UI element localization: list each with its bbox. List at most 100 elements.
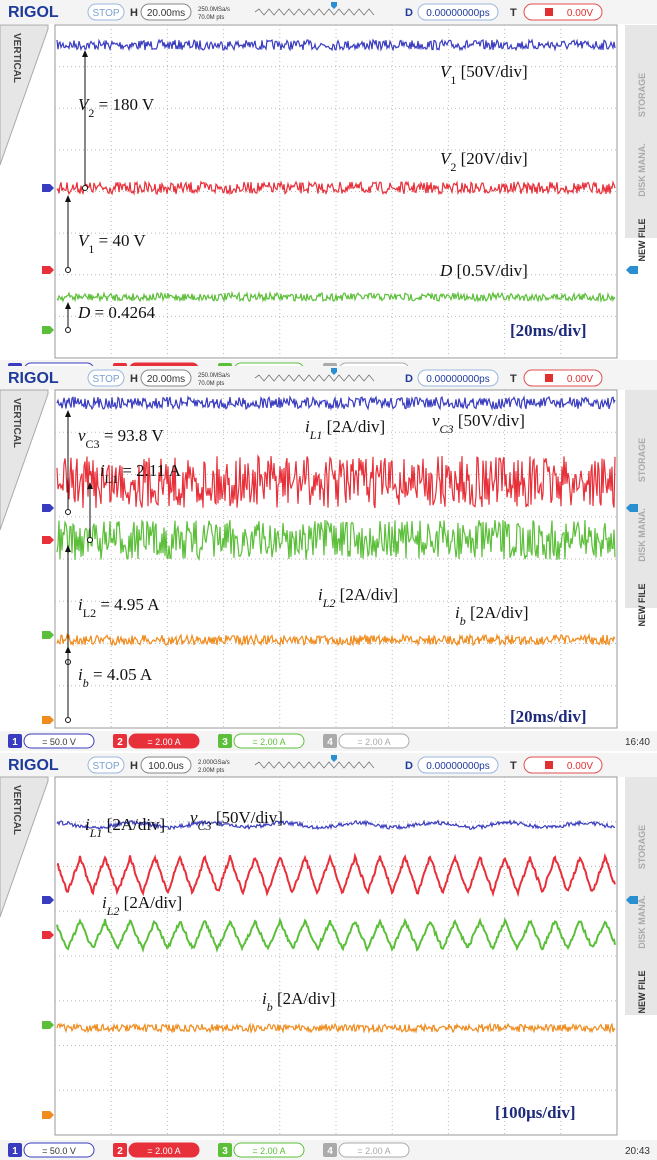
channel-marker [42, 1021, 54, 1029]
trigger-icon [545, 8, 553, 16]
sample-rate: 2.000GSa/s [198, 760, 230, 766]
annotation-part: C3 [86, 437, 100, 451]
left-tab-label: VERTICAL [11, 398, 22, 448]
arrow-tail [66, 328, 71, 333]
annotation-part: D [439, 261, 453, 280]
channel-marker [42, 896, 54, 904]
annotation-part: [50V/div] [456, 62, 527, 81]
trigger-icon [545, 374, 553, 382]
right-tab-label: NEW FILE [637, 584, 647, 627]
timescale: [20ms/div] [510, 321, 587, 340]
annotation-part: [0.5V/div] [452, 261, 528, 280]
right-tab-label: DISK MANA. [637, 508, 647, 562]
timescale: [100μs/div] [495, 1103, 575, 1122]
trigger-level: 0.00V [567, 374, 593, 385]
channel-marker [42, 931, 54, 939]
channel-number: 3 [222, 737, 228, 748]
channel-marker [42, 631, 54, 639]
arrow-tail [66, 718, 71, 723]
annotation-part: = 93.8 V [100, 426, 165, 445]
arrow-tail [66, 510, 71, 515]
h-label: H [130, 760, 138, 772]
timebase: 20.00ms [147, 8, 185, 19]
channel-number: 1 [12, 1146, 18, 1157]
run-state: STOP [92, 374, 119, 385]
t-label: T [510, 373, 517, 385]
channel-scale: = 2.00 A [357, 737, 390, 747]
annotation-part: = 40 V [94, 231, 146, 250]
annotation-part: L2 [83, 606, 96, 620]
annotation-part: [50V/div] [454, 411, 525, 430]
right-tab [625, 390, 657, 608]
annotation-part: = 0.4264 [90, 303, 155, 322]
right-tab-label: STORAGE [637, 825, 647, 869]
channel-marker [42, 716, 54, 724]
channel-scale: = 2.00 A [252, 1146, 285, 1156]
annotation-part: L1 [309, 428, 323, 442]
annotation-part: D [77, 303, 91, 322]
channel-number: 2 [117, 737, 123, 748]
channel-number: 1 [12, 737, 18, 748]
d-label: D [405, 373, 413, 385]
channel-scale: = 2.00 A [252, 737, 285, 747]
annotation-part: [2A/div] [322, 417, 385, 436]
channel-number: 4 [327, 1146, 333, 1157]
annotation-part: [20V/div] [456, 149, 527, 168]
d-label: D [405, 7, 413, 19]
trigger-level: 0.00V [567, 8, 593, 19]
channel-number: 3 [222, 1146, 228, 1157]
right-tab-label: DISK MANA. [637, 895, 647, 949]
channel-marker [42, 184, 54, 192]
annotation-part: [2A/div] [102, 815, 165, 834]
arrow-tail [66, 268, 71, 273]
channel-scale: = 2.00 A [357, 1146, 390, 1156]
channel-scale: = 2.00 A [147, 1146, 180, 1156]
channel-number: 2 [117, 1146, 123, 1157]
channel-scale: = 50.0 V [42, 1146, 76, 1156]
clock: 20:43 [625, 1146, 650, 1157]
trigger-icon [545, 761, 553, 769]
run-state: STOP [92, 761, 119, 772]
left-tab [0, 390, 48, 530]
annotation-part: C3 [198, 819, 212, 833]
h-label: H [130, 373, 138, 385]
t-label: T [510, 760, 517, 772]
left-tab [0, 777, 48, 917]
left-tab [0, 25, 48, 165]
channel-marker [42, 536, 54, 544]
run-state: STOP [92, 8, 119, 19]
annotation-part: = 2.11 A [118, 461, 182, 480]
scope-panel: RIGOLSTOPH20.00ms250.0MSa/s70.0M ptsD0.0… [0, 366, 657, 751]
channel-scale: = 2.00 A [147, 737, 180, 747]
channel-marker [42, 504, 54, 512]
channel-marker [42, 1111, 54, 1119]
annotation-part: L2 [106, 904, 120, 918]
d-label: D [405, 760, 413, 772]
brand: RIGOL [8, 4, 59, 21]
right-tab [625, 25, 657, 238]
right-tab-label: STORAGE [637, 73, 647, 117]
channel-number: 4 [327, 737, 333, 748]
sample-rate: 250.0MSa/s [198, 7, 230, 13]
right-tab-label: NEW FILE [637, 971, 647, 1014]
channel-marker [42, 266, 54, 274]
channel-scale: = 50.0 V [42, 737, 76, 747]
left-tab-label: VERTICAL [11, 785, 22, 835]
brand: RIGOL [8, 757, 59, 774]
memory-depth: 70.0M pts [198, 381, 224, 387]
annotation-part: L1 [89, 826, 103, 840]
sample-rate: 250.0MSa/s [198, 373, 230, 379]
oscilloscope-screenshots: RIGOL STOP H 20.00ms 250.0MSa/s 70.0M pts D 0.0… [0, 0, 657, 1160]
annotation-part: [50V/div] [212, 808, 283, 827]
annotation-part: = 180 V [94, 95, 155, 114]
delay: 0.00000000ps [426, 374, 489, 385]
timebase: 100.0us [148, 761, 184, 772]
clock: 16:40 [625, 737, 650, 748]
delay: 0.00000000ps [426, 8, 489, 19]
annotation: D = 0.4264 [77, 303, 156, 322]
trigger-level: 0.00V [567, 761, 593, 772]
right-tab-label: NEW FILE [637, 219, 647, 262]
delay: 0.00000000ps [426, 761, 489, 772]
t-label: T [510, 7, 517, 19]
